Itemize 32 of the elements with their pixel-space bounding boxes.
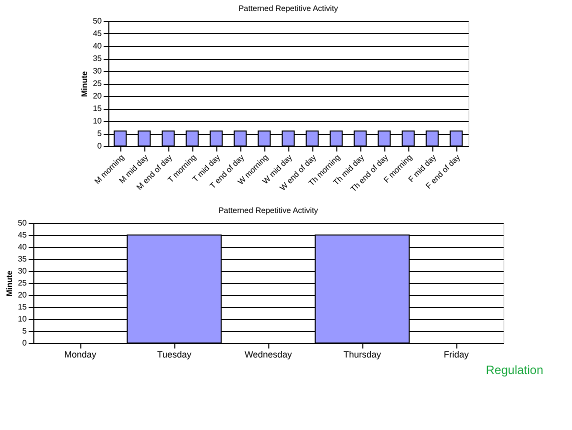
y-tick-label: 30 bbox=[18, 266, 28, 276]
y-tick-label: 0 bbox=[97, 142, 102, 150]
text: Regulation bbox=[486, 363, 544, 377]
y-tick-label: 45 bbox=[18, 230, 28, 240]
y-tick-label: 25 bbox=[92, 79, 102, 88]
x-tick-label: Wednesday bbox=[244, 350, 292, 360]
y-tick-label: 40 bbox=[18, 242, 28, 252]
y-tick-label: 35 bbox=[18, 254, 28, 264]
y-tick-label: 20 bbox=[92, 92, 102, 100]
y-tick-label: 25 bbox=[18, 278, 28, 288]
y-tick-label: 35 bbox=[92, 54, 102, 63]
y-axis-title: Minute bbox=[4, 270, 14, 296]
x-tick-label: Tuesday bbox=[157, 350, 192, 360]
chart-title: Patterned Repetitive Activity bbox=[238, 4, 338, 13]
x-tick-label: Thursday bbox=[343, 350, 382, 360]
y-tick-label: 20 bbox=[18, 290, 28, 300]
y-tick-label: 50 bbox=[18, 218, 28, 228]
chart-title: Patterned Repetitive Activity bbox=[218, 206, 318, 215]
y-tick-label: 30 bbox=[92, 66, 102, 76]
y-tick-label: 0 bbox=[22, 338, 28, 348]
y-tick-label: 10 bbox=[18, 314, 28, 324]
y-tick-label: 5 bbox=[97, 129, 102, 138]
y-axis-title: Minute bbox=[80, 70, 89, 97]
y-tick-label: 40 bbox=[92, 42, 102, 50]
x-tick-label: Monday bbox=[64, 350, 97, 360]
y-tick-label: 15 bbox=[18, 302, 28, 312]
x-tick-label: Friday bbox=[444, 350, 470, 360]
y-tick-label: 45 bbox=[92, 29, 102, 38]
y-tick-label: 50 bbox=[92, 16, 102, 26]
y-tick-label: 15 bbox=[92, 104, 102, 113]
y-tick-label: 5 bbox=[22, 326, 28, 336]
y-tick-label: 10 bbox=[92, 116, 102, 126]
